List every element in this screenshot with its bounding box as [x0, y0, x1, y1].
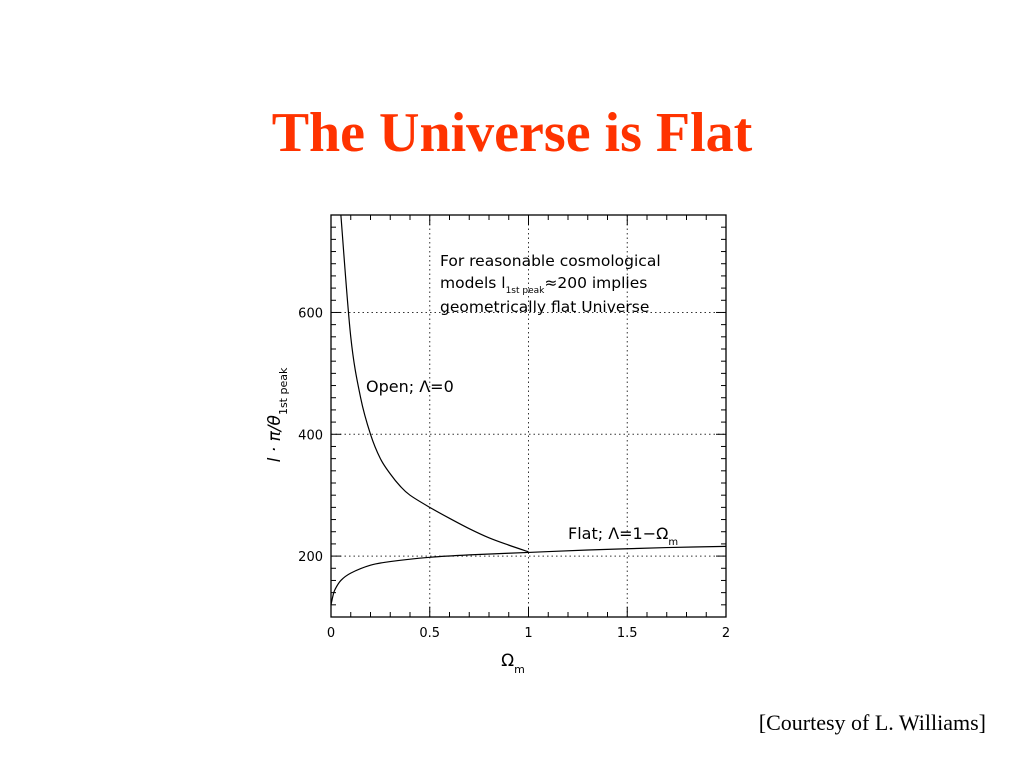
flatness-chart: 0 0.5 1 1.5 2 200 400 600 For reasonable cosmol…: [265, 214, 730, 676]
y-axis-label-main: l · π/θ: [265, 414, 285, 462]
axis-ticks: 0 0.5 1 1.5 2 200 400 600: [298, 214, 730, 641]
y-axis-label-sub: 1st peak: [277, 367, 290, 415]
flat-curve-label: Flat; Λ=1−Ωm: [568, 524, 678, 548]
y-tick-label: 400: [298, 428, 323, 443]
y-tick-label: 200: [298, 550, 323, 565]
note-line-2: models l1st peak≈200 implies: [440, 274, 647, 296]
slide-title: The Universe is Flat: [271, 102, 753, 164]
x-tick-label: 1.5: [617, 626, 638, 641]
flat-curve-label-main: Flat; Λ=1−Ω: [568, 524, 668, 543]
y-tick-label: 600: [298, 306, 323, 321]
flat-universe-curve: [330, 545, 727, 605]
courtesy-caption: [Courtesy of L. Williams]: [758, 710, 986, 735]
x-axis-label-sub: m: [514, 663, 525, 676]
flat-curve-label-sub: m: [668, 537, 678, 548]
note-line-1: For reasonable cosmological: [440, 252, 661, 270]
y-axis-label: l · π/θ1st peak: [265, 367, 290, 462]
plot-frame: [330, 214, 727, 618]
note-line-2-b: ≈200 implies: [544, 274, 647, 292]
note-line-2-a: models l: [440, 274, 506, 292]
x-axis-label: Ωm: [501, 651, 525, 676]
x-tick-label: 1: [524, 626, 532, 641]
open-curve-label: Open; Λ=0: [366, 377, 454, 396]
x-tick-label: 0.5: [419, 626, 440, 641]
series-lines: [330, 214, 727, 605]
note-line-2-sub: 1st peak: [506, 286, 546, 296]
plot-border: [330, 214, 727, 618]
note-line-3: geometrically flat Universe: [440, 298, 649, 316]
x-tick-label: 2: [722, 626, 730, 641]
open-universe-curve: [340, 214, 529, 553]
x-axis-label-main: Ω: [501, 651, 514, 671]
grid-lines: [331, 215, 726, 617]
x-tick-label: 0: [327, 626, 335, 641]
